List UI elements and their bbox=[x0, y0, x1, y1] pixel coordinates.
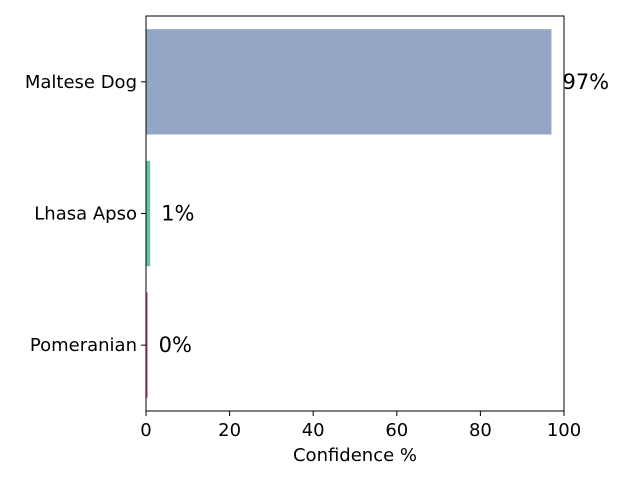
x-tick-label-0: 0 bbox=[140, 420, 151, 441]
x-axis-title: Confidence % bbox=[293, 445, 417, 466]
x-axis-ticks: 0 20 40 60 80 100 bbox=[140, 411, 581, 441]
bar-lhasa-apso bbox=[146, 160, 151, 267]
bar-pomeranian bbox=[146, 292, 148, 398]
data-label-pomeranian: 0% bbox=[159, 333, 192, 357]
x-tick-label-20: 20 bbox=[218, 420, 241, 441]
x-tick-label-60: 60 bbox=[385, 420, 408, 441]
data-label-maltese-dog: 97% bbox=[562, 70, 609, 94]
bars-group bbox=[146, 29, 552, 398]
x-tick-label-100: 100 bbox=[547, 420, 581, 441]
category-label-maltese-dog: Maltese Dog bbox=[25, 72, 137, 93]
x-tick-label-80: 80 bbox=[469, 420, 492, 441]
category-label-lhasa-apso: Lhasa Apso bbox=[34, 204, 137, 225]
y-axis-ticks: Maltese Dog Lhasa Apso Pomeranian bbox=[25, 72, 146, 356]
data-labels-group: 97% 1% 0% bbox=[159, 70, 609, 357]
category-label-pomeranian: Pomeranian bbox=[30, 335, 137, 356]
x-tick-label-40: 40 bbox=[302, 420, 325, 441]
data-label-lhasa-apso: 1% bbox=[161, 202, 194, 226]
bar-maltese-dog bbox=[146, 29, 552, 135]
